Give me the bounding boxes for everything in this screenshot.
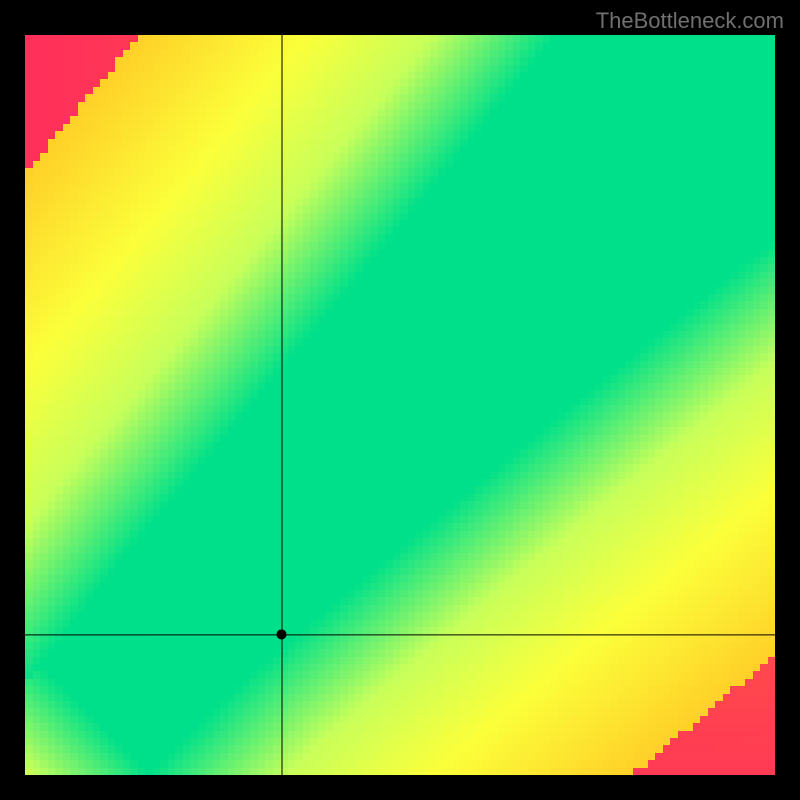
chart-container: TheBottleneck.com [0,0,800,800]
heatmap-canvas [0,0,800,800]
watermark-text: TheBottleneck.com [596,8,784,34]
